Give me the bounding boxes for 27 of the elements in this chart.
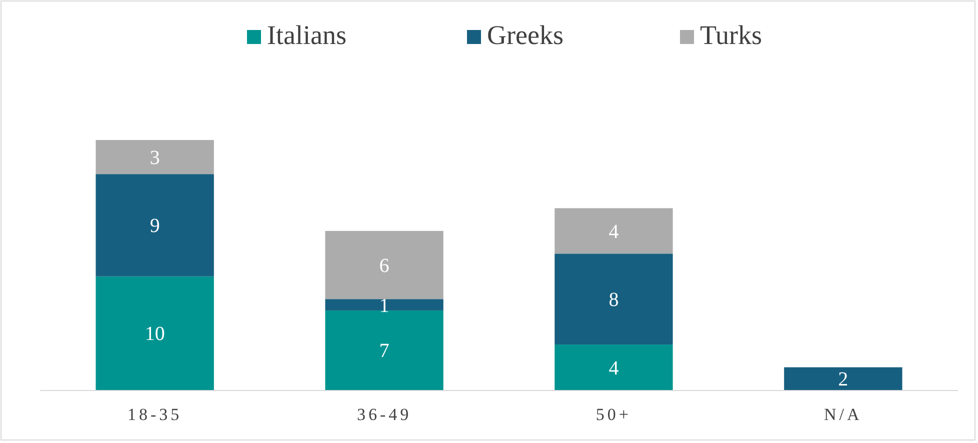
bar xyxy=(325,310,444,390)
bar xyxy=(554,208,673,254)
bar xyxy=(325,230,444,300)
bar xyxy=(325,299,444,310)
legend-label: Italians xyxy=(267,20,346,50)
data-label: 6 xyxy=(379,255,390,277)
bar xyxy=(96,276,214,390)
bar xyxy=(554,254,673,345)
data-label: 2 xyxy=(838,368,848,391)
data-label: 10 xyxy=(144,323,165,346)
x-tick-label: 50+ xyxy=(596,405,632,424)
x-tick-label: 18-35 xyxy=(128,405,182,424)
data-label: 9 xyxy=(150,215,160,238)
bar xyxy=(554,344,673,390)
data-label: 7 xyxy=(379,340,390,362)
legend-label: Greeks xyxy=(487,20,564,50)
data-label: 4 xyxy=(608,220,619,243)
bar xyxy=(784,367,902,390)
bar xyxy=(96,140,214,174)
x-tick-label: N/A xyxy=(824,405,862,424)
data-label: 1 xyxy=(379,294,390,317)
x-tick-label: 36-49 xyxy=(356,405,412,424)
data-label: 3 xyxy=(150,147,160,170)
bar xyxy=(96,174,214,276)
legend-label: Turks xyxy=(700,20,762,50)
data-label: 4 xyxy=(608,357,619,380)
data-label: 8 xyxy=(608,289,619,312)
